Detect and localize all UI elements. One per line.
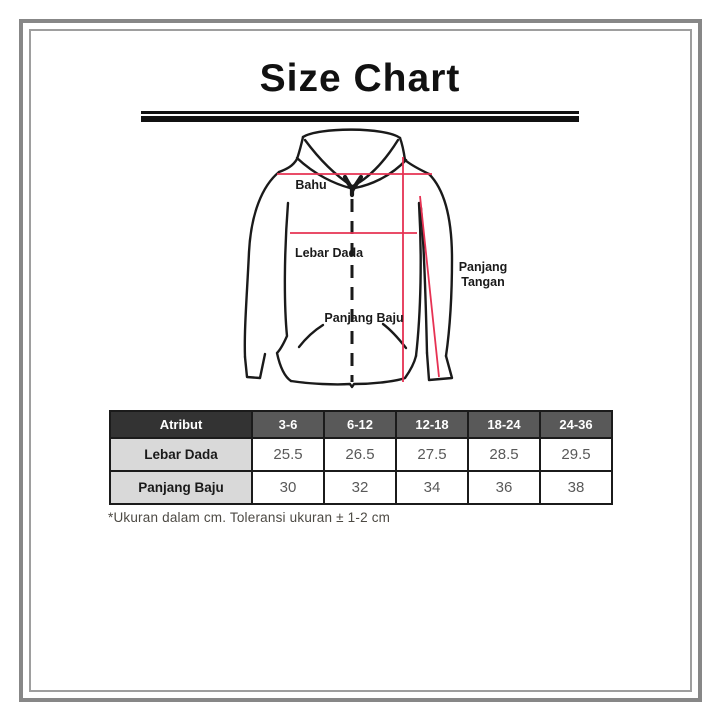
header-cell-size-12-18: 12-18	[395, 410, 469, 439]
label-lebar-dada: Lebar Dada	[295, 246, 364, 260]
outer-frame-border	[19, 19, 702, 702]
cell-value: 26.5	[323, 437, 397, 472]
label-panjang-tangan-line2: Tangan	[461, 275, 505, 289]
sleeve-length-measure-line	[419, 195, 440, 378]
hood-top	[301, 128, 402, 140]
header-cell-size-24-36: 24-36	[539, 410, 613, 439]
hood-collar-left	[295, 156, 352, 190]
diagram-labels: Bahu Lebar Dada Panjang Baju Panjang Tan…	[295, 178, 507, 325]
inner-frame-border	[29, 29, 692, 692]
hoodie-size-diagram: Bahu Lebar Dada Panjang Baju Panjang Tan…	[243, 128, 507, 389]
hood-collar-right	[353, 158, 408, 190]
row-label-lebar-dada: Lebar Dada	[109, 437, 253, 472]
title-underline	[141, 111, 579, 122]
page-title: Size Chart	[259, 57, 461, 100]
cell-value: 36	[467, 470, 541, 505]
table-row-panjang-baju: Panjang Baju 30 32 34 36 38	[109, 470, 613, 505]
header-cell-size-3-6: 3-6	[251, 410, 325, 439]
cell-value: 38	[539, 470, 613, 505]
left-sleeve-outer	[243, 170, 281, 359]
right-cuff	[425, 351, 454, 382]
header-cell-atribut: Atribut	[109, 410, 253, 439]
left-cuff	[243, 352, 267, 380]
label-panjang-tangan-line1: Panjang	[459, 260, 508, 274]
cell-value: 32	[323, 470, 397, 505]
label-bahu: Bahu	[295, 178, 326, 192]
cell-value: 28.5	[467, 437, 541, 472]
label-panjang-baju: Panjang Baju	[324, 311, 403, 325]
header-cell-size-18-24: 18-24	[467, 410, 541, 439]
bottom-hem	[289, 354, 418, 389]
right-sleeve-outer	[427, 172, 454, 358]
cell-value: 29.5	[539, 437, 613, 472]
title-underline-thin	[141, 111, 579, 114]
hood-left	[277, 135, 305, 174]
cell-value: 34	[395, 470, 469, 505]
cell-value: 25.5	[251, 437, 325, 472]
cell-value: 27.5	[395, 437, 469, 472]
measurement-lines	[277, 157, 440, 382]
right-body-seam	[414, 201, 422, 358]
left-pocket	[297, 323, 325, 349]
title-underline-thick	[141, 116, 579, 122]
left-body-seam	[275, 201, 293, 383]
cell-value: 30	[251, 470, 325, 505]
size-table: Atribut 3-6 6-12 12-18 18-24 24-36 Lebar…	[109, 410, 613, 505]
table-row-lebar-dada: Lebar Dada 25.5 26.5 27.5 28.5 29.5	[109, 437, 613, 472]
size-tolerance-footnote: *Ukuran dalam cm. Toleransi ukuran ± 1-2…	[108, 510, 391, 525]
table-header-row: Atribut 3-6 6-12 12-18 18-24 24-36	[109, 410, 613, 439]
hood-right	[398, 136, 431, 176]
row-label-panjang-baju: Panjang Baju	[109, 470, 253, 505]
size-table-container: Atribut 3-6 6-12 12-18 18-24 24-36 Lebar…	[109, 410, 613, 505]
right-pocket	[381, 322, 408, 350]
header-cell-size-6-12: 6-12	[323, 410, 397, 439]
